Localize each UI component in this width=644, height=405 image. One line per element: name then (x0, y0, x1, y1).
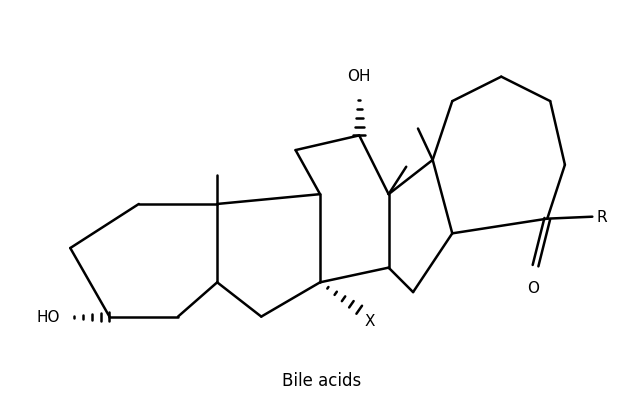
Text: O: O (527, 281, 540, 296)
Text: X: X (364, 313, 375, 328)
Text: OH: OH (348, 69, 371, 84)
Text: Bile acids: Bile acids (282, 371, 362, 390)
Text: R: R (596, 210, 607, 225)
Text: HO: HO (37, 309, 61, 324)
